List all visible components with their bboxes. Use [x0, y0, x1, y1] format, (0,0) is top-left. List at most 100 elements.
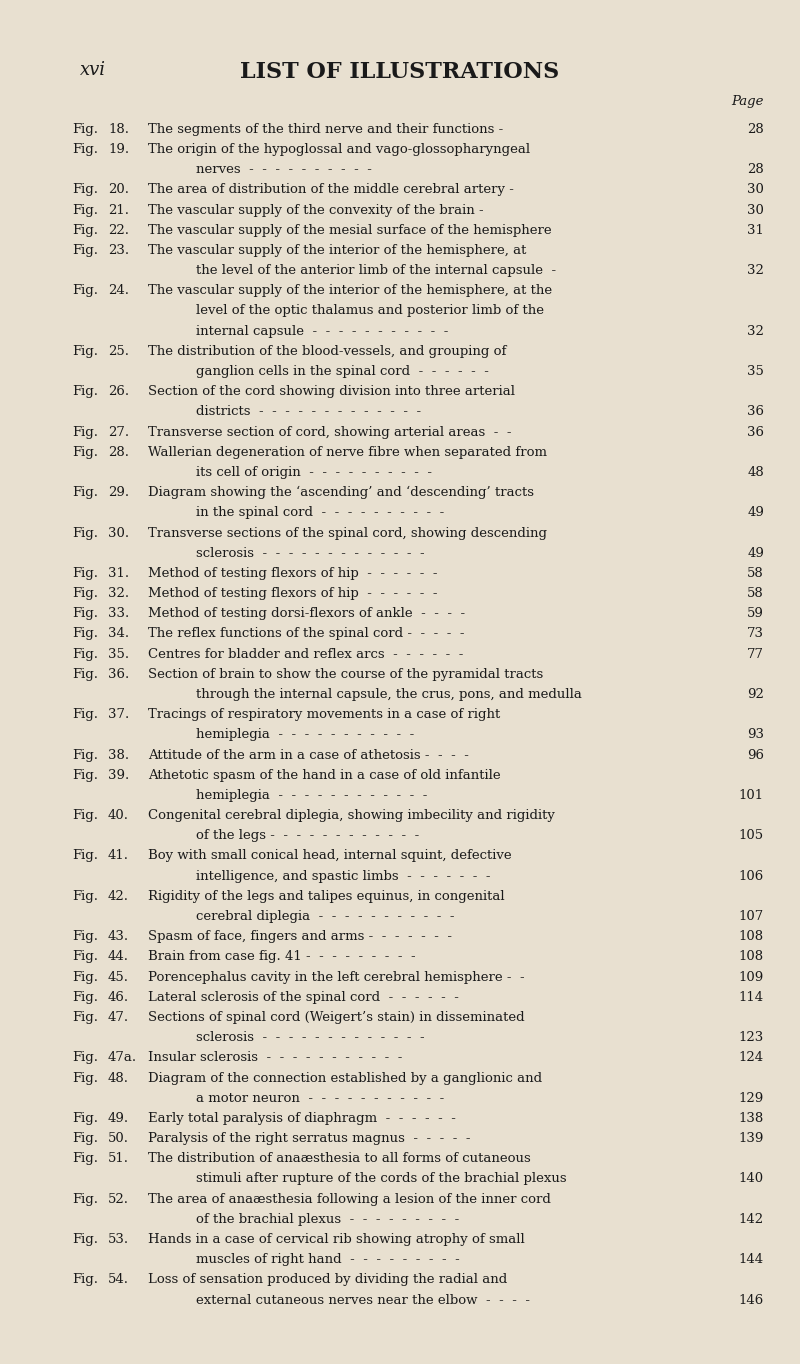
Text: Boy with small conical head, internal squint, defective: Boy with small conical head, internal sq… [148, 850, 512, 862]
Text: 31.: 31. [108, 567, 129, 580]
Text: Insular sclerosis  -  -  -  -  -  -  -  -  -  -  -: Insular sclerosis - - - - - - - - - - - [148, 1052, 402, 1064]
Text: Fig.: Fig. [72, 1112, 98, 1125]
Text: 47.: 47. [108, 1011, 129, 1024]
Text: 35.: 35. [108, 648, 129, 660]
Text: Fig.: Fig. [72, 708, 98, 722]
Text: 96: 96 [747, 749, 764, 761]
Text: Fig.: Fig. [72, 749, 98, 761]
Text: Fig.: Fig. [72, 971, 98, 983]
Text: 23.: 23. [108, 244, 129, 256]
Text: xvi: xvi [80, 61, 106, 79]
Text: 50.: 50. [108, 1132, 129, 1146]
Text: Section of brain to show the course of the pyramidal tracts: Section of brain to show the course of t… [148, 668, 543, 681]
Text: Fig.: Fig. [72, 224, 98, 237]
Text: 48: 48 [747, 466, 764, 479]
Text: The vascular supply of the convexity of the brain -: The vascular supply of the convexity of … [148, 203, 484, 217]
Text: 43.: 43. [108, 930, 129, 944]
Text: Fig.: Fig. [72, 426, 98, 439]
Text: 139: 139 [738, 1132, 764, 1146]
Text: The vascular supply of the interior of the hemisphere, at: The vascular supply of the interior of t… [148, 244, 526, 256]
Text: districts  -  -  -  -  -  -  -  -  -  -  -  -  -: districts - - - - - - - - - - - - - [196, 405, 421, 419]
Text: Page: Page [731, 95, 764, 109]
Text: 59: 59 [747, 607, 764, 621]
Text: 73: 73 [747, 627, 764, 641]
Text: 54.: 54. [108, 1274, 129, 1286]
Text: 124: 124 [739, 1052, 764, 1064]
Text: The reflex functions of the spinal cord -  -  -  -  -: The reflex functions of the spinal cord … [148, 627, 465, 641]
Text: 108: 108 [739, 930, 764, 944]
Text: The distribution of anaæsthesia to all forms of cutaneous: The distribution of anaæsthesia to all f… [148, 1153, 530, 1165]
Text: Fig.: Fig. [72, 627, 98, 641]
Text: 36: 36 [747, 405, 764, 419]
Text: through the internal capsule, the crus, pons, and medulla: through the internal capsule, the crus, … [196, 687, 582, 701]
Text: 36.: 36. [108, 668, 130, 681]
Text: Fig.: Fig. [72, 1011, 98, 1024]
Text: 30: 30 [747, 203, 764, 217]
Text: 37.: 37. [108, 708, 130, 722]
Text: 35: 35 [747, 366, 764, 378]
Text: Transverse section of cord, showing arterial areas  -  -: Transverse section of cord, showing arte… [148, 426, 511, 439]
Text: 140: 140 [739, 1173, 764, 1185]
Text: 24.: 24. [108, 284, 129, 297]
Text: Section of the cord showing division into three arterial: Section of the cord showing division int… [148, 385, 515, 398]
Text: Fig.: Fig. [72, 446, 98, 458]
Text: internal capsule  -  -  -  -  -  -  -  -  -  -  -: internal capsule - - - - - - - - - - - [196, 325, 448, 338]
Text: Fig.: Fig. [72, 990, 98, 1004]
Text: 38.: 38. [108, 749, 129, 761]
Text: The area of anaæsthesia following a lesion of the inner cord: The area of anaæsthesia following a lesi… [148, 1192, 551, 1206]
Text: 28: 28 [747, 164, 764, 176]
Text: 53.: 53. [108, 1233, 129, 1247]
Text: Fig.: Fig. [72, 567, 98, 580]
Text: 49.: 49. [108, 1112, 129, 1125]
Text: hemiplegia  -  -  -  -  -  -  -  -  -  -  -: hemiplegia - - - - - - - - - - - [196, 728, 414, 742]
Text: 107: 107 [738, 910, 764, 923]
Text: Method of testing flexors of hip  -  -  -  -  -  -: Method of testing flexors of hip - - - -… [148, 567, 438, 580]
Text: 33.: 33. [108, 607, 130, 621]
Text: The segments of the third nerve and their functions -: The segments of the third nerve and thei… [148, 123, 503, 136]
Text: 39.: 39. [108, 769, 130, 782]
Text: Fig.: Fig. [72, 1052, 98, 1064]
Text: Congenital cerebral diplegia, showing imbecility and rigidity: Congenital cerebral diplegia, showing im… [148, 809, 555, 822]
Text: 22.: 22. [108, 224, 129, 237]
Text: Fig.: Fig. [72, 284, 98, 297]
Text: sclerosis  -  -  -  -  -  -  -  -  -  -  -  -  -: sclerosis - - - - - - - - - - - - - [196, 1031, 425, 1045]
Text: 44.: 44. [108, 951, 129, 963]
Text: Fig.: Fig. [72, 607, 98, 621]
Text: Fig.: Fig. [72, 809, 98, 822]
Text: Fig.: Fig. [72, 769, 98, 782]
Text: 146: 146 [738, 1293, 764, 1307]
Text: Fig.: Fig. [72, 183, 98, 196]
Text: in the spinal cord  -  -  -  -  -  -  -  -  -  -: in the spinal cord - - - - - - - - - - [196, 506, 444, 520]
Text: Hands in a case of cervical rib showing atrophy of small: Hands in a case of cervical rib showing … [148, 1233, 525, 1247]
Text: Fig.: Fig. [72, 123, 98, 136]
Text: Method of testing flexors of hip  -  -  -  -  -  -: Method of testing flexors of hip - - - -… [148, 587, 438, 600]
Text: the level of the anterior limb of the internal capsule  -: the level of the anterior limb of the in… [196, 265, 556, 277]
Text: 52.: 52. [108, 1192, 129, 1206]
Text: Sections of spinal cord (Weigert’s stain) in disseminated: Sections of spinal cord (Weigert’s stain… [148, 1011, 525, 1024]
Text: 41.: 41. [108, 850, 129, 862]
Text: Fig.: Fig. [72, 951, 98, 963]
Text: The vascular supply of the interior of the hemisphere, at the: The vascular supply of the interior of t… [148, 284, 552, 297]
Text: a motor neuron  -  -  -  -  -  -  -  -  -  -  -: a motor neuron - - - - - - - - - - - [196, 1091, 444, 1105]
Text: 21.: 21. [108, 203, 129, 217]
Text: Fig.: Fig. [72, 587, 98, 600]
Text: 32: 32 [747, 265, 764, 277]
Text: Fig.: Fig. [72, 486, 98, 499]
Text: Fig.: Fig. [72, 668, 98, 681]
Text: 47a.: 47a. [108, 1052, 137, 1064]
Text: 30: 30 [747, 183, 764, 196]
Text: 29.: 29. [108, 486, 129, 499]
Text: Fig.: Fig. [72, 889, 98, 903]
Text: Transverse sections of the spinal cord, showing descending: Transverse sections of the spinal cord, … [148, 527, 547, 540]
Text: 25.: 25. [108, 345, 129, 357]
Text: Porencephalus cavity in the left cerebral hemisphere -  -: Porencephalus cavity in the left cerebra… [148, 971, 525, 983]
Text: 105: 105 [739, 829, 764, 843]
Text: 48.: 48. [108, 1072, 129, 1084]
Text: ganglion cells in the spinal cord  -  -  -  -  -  -: ganglion cells in the spinal cord - - - … [196, 366, 489, 378]
Text: level of the optic thalamus and posterior limb of the: level of the optic thalamus and posterio… [196, 304, 544, 318]
Text: Fig.: Fig. [72, 1132, 98, 1146]
Text: 51.: 51. [108, 1153, 129, 1165]
Text: The origin of the hypoglossal and vago-glossopharyngeal: The origin of the hypoglossal and vago-g… [148, 143, 530, 155]
Text: 49: 49 [747, 547, 764, 559]
Text: Fig.: Fig. [72, 1192, 98, 1206]
